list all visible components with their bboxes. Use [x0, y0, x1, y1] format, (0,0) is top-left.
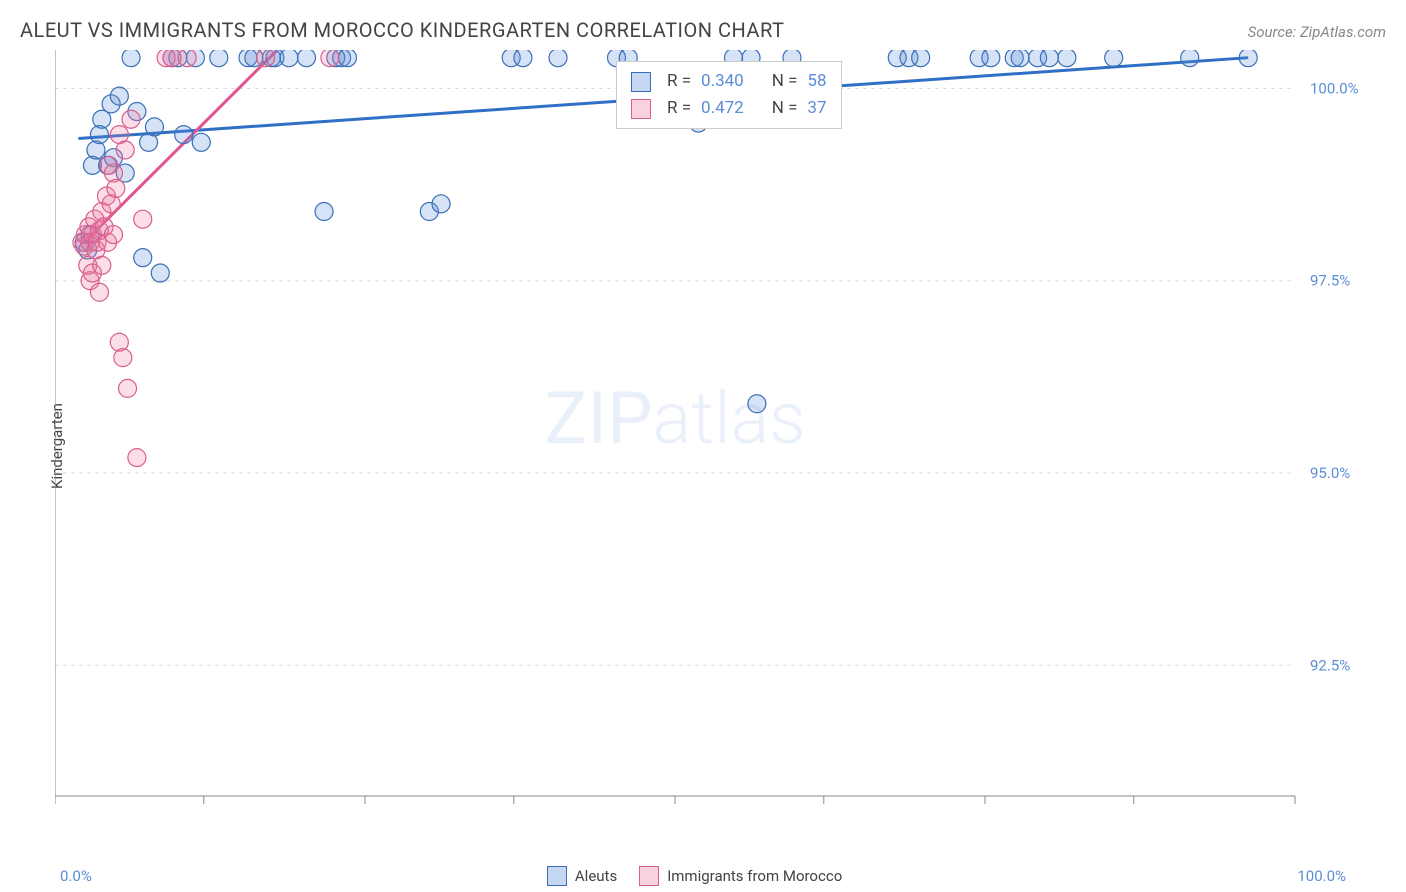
data-point — [1181, 50, 1199, 67]
data-point — [321, 50, 339, 67]
y-tick-label: 95.0% — [1310, 464, 1350, 482]
data-point — [128, 449, 146, 467]
data-point — [1105, 50, 1123, 67]
data-point — [912, 50, 930, 67]
data-point — [1011, 50, 1029, 67]
r-label: R = — [667, 68, 691, 95]
x-axis-min-label: 0.0% — [60, 867, 92, 885]
data-point — [134, 249, 152, 267]
data-point — [210, 50, 228, 67]
n-label: N = — [772, 68, 798, 95]
series-swatch — [631, 99, 651, 119]
data-point — [192, 133, 210, 151]
data-point — [107, 179, 125, 197]
chart-area: 92.5% 95.0% 97.5% 100.0% ZIPatlas R = 0.340 N … — [55, 50, 1375, 810]
chart-title: ALEUT VS IMMIGRANTS FROM MOROCCO KINDERG… — [20, 18, 784, 42]
data-point — [298, 50, 316, 67]
r-label: R = — [667, 95, 691, 122]
legend-label: Aleuts — [575, 867, 617, 885]
data-point — [110, 87, 128, 105]
y-tick-label: 100.0% — [1310, 79, 1359, 97]
n-label: N = — [772, 95, 798, 122]
data-point — [134, 210, 152, 228]
data-point — [338, 50, 356, 67]
x-axis-max-label: 100.0% — [1297, 867, 1346, 885]
legend-label: Immigrants from Morocco — [667, 867, 842, 885]
n-value: 58 — [807, 68, 826, 95]
data-point — [122, 110, 140, 128]
data-point — [1058, 50, 1076, 67]
data-point — [257, 50, 275, 67]
watermark: ZIPatlas — [544, 376, 805, 461]
data-point — [90, 283, 108, 301]
data-point — [119, 379, 137, 397]
legend-swatch — [547, 866, 567, 886]
data-point — [432, 195, 450, 213]
data-point — [145, 118, 163, 136]
legend-swatch — [639, 866, 659, 886]
y-tick-label: 92.5% — [1310, 656, 1350, 674]
chart-header: ALEUT VS IMMIGRANTS FROM MOROCCO KINDERG… — [0, 0, 1406, 50]
data-point — [114, 349, 132, 367]
r-value: 0.340 — [701, 68, 744, 95]
data-point — [748, 395, 766, 413]
trend-line — [84, 50, 277, 242]
data-point — [982, 50, 1000, 67]
data-point — [175, 126, 193, 144]
stats-row: R = 0.472 N = 37 — [631, 95, 827, 122]
data-point — [116, 141, 134, 159]
series-swatch — [631, 72, 651, 92]
stats-row: R = 0.340 N = 58 — [631, 68, 827, 95]
scatter-svg: 92.5% 95.0% 97.5% 100.0% ZIPatlas — [55, 50, 1375, 810]
data-point — [151, 264, 169, 282]
data-point — [549, 50, 567, 67]
data-point — [280, 50, 298, 67]
stats-box: R = 0.340 N = 58 R = 0.472 N = 37 — [616, 61, 842, 129]
data-point — [104, 226, 122, 244]
data-point — [315, 203, 333, 221]
data-point — [122, 50, 140, 67]
data-point — [1040, 50, 1058, 67]
chart-source: Source: ZipAtlas.com — [1248, 23, 1386, 41]
legend-item: Aleuts — [547, 866, 617, 886]
n-value: 37 — [807, 95, 826, 122]
data-point — [1239, 50, 1257, 67]
y-tick-label: 97.5% — [1310, 272, 1350, 290]
legend-item: Immigrants from Morocco — [639, 866, 842, 886]
data-point — [178, 50, 196, 67]
data-point — [514, 50, 532, 67]
data-point — [93, 256, 111, 274]
r-value: 0.472 — [701, 95, 744, 122]
bottom-legend: 0.0% Aleuts Immigrants from Morocco 100.0… — [0, 866, 1406, 892]
